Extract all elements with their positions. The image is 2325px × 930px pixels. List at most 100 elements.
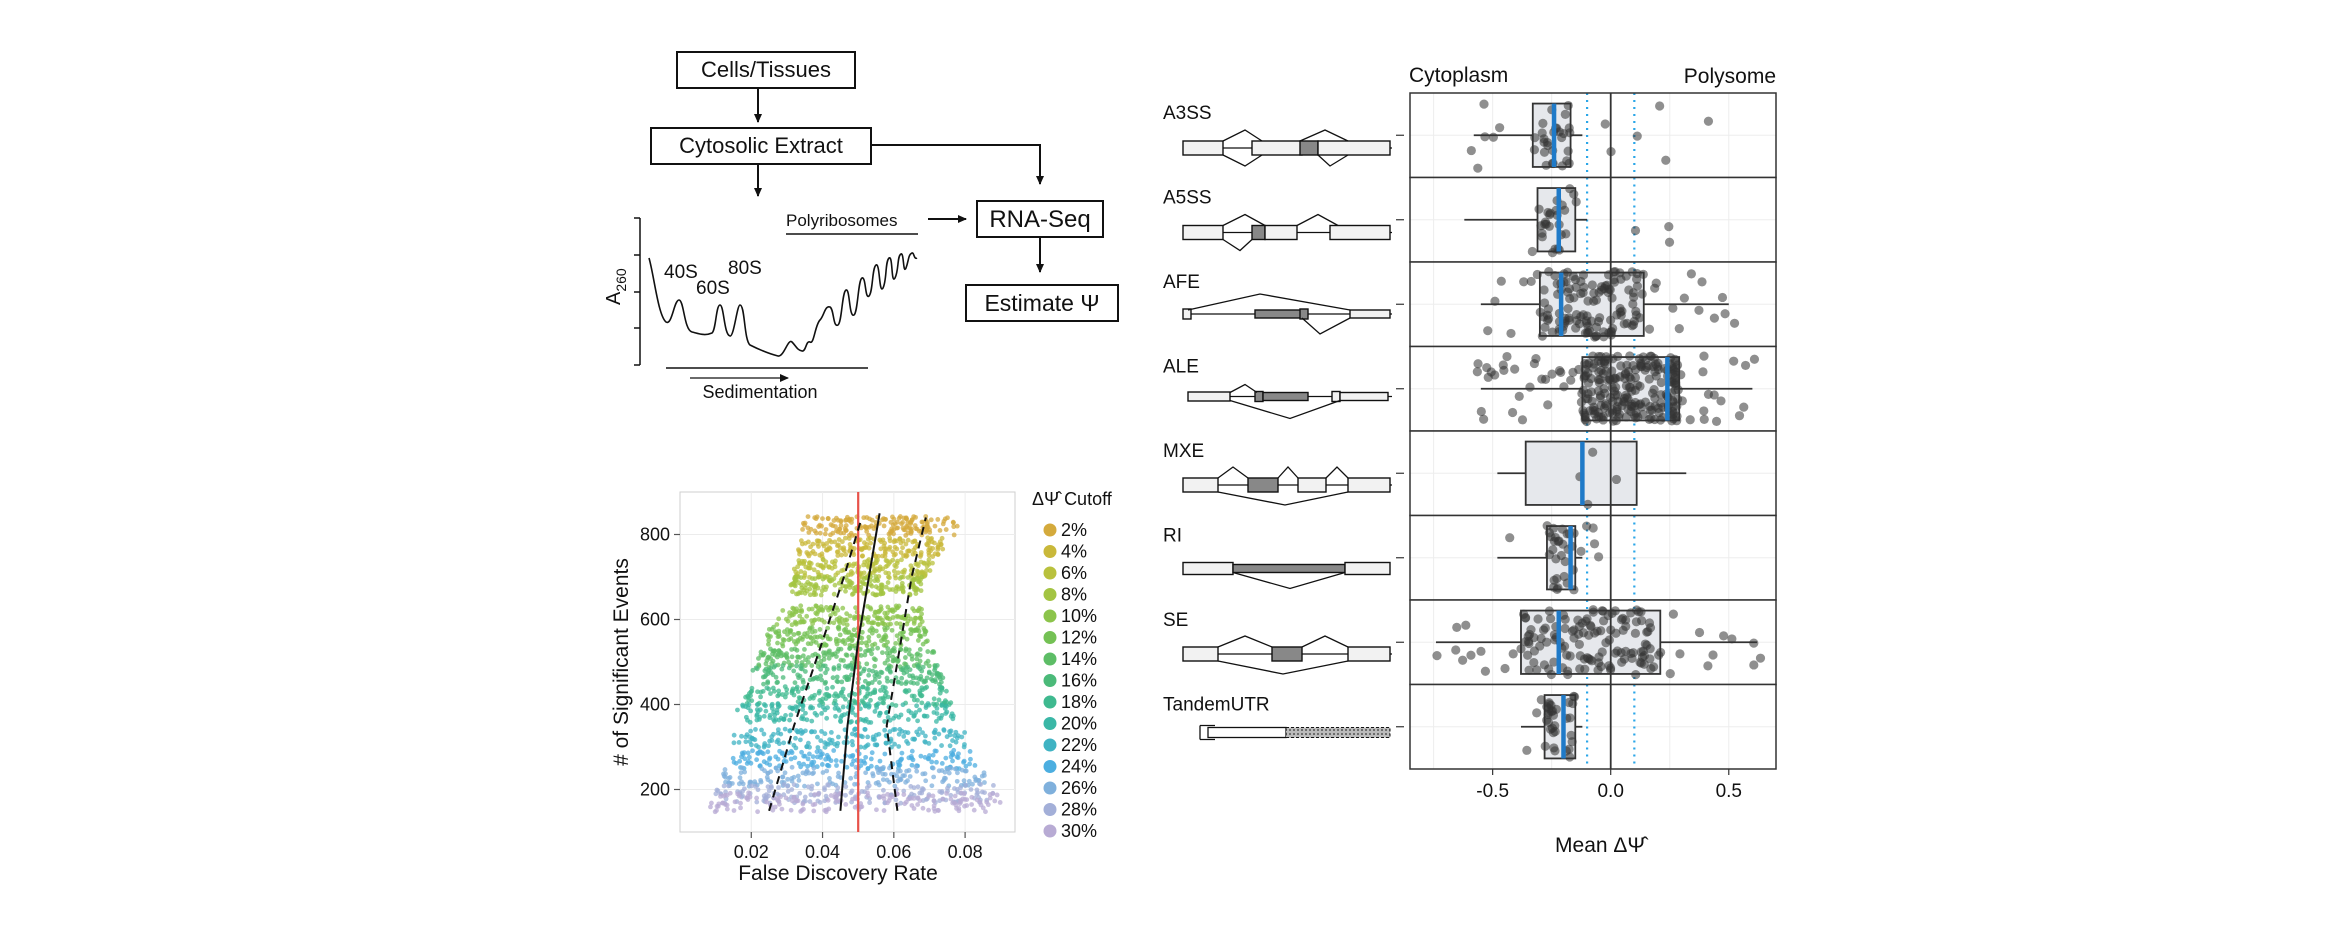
- fdr-point: [866, 638, 872, 644]
- fdr-point: [834, 674, 840, 680]
- event-point: [1618, 625, 1628, 635]
- event-point: [1749, 660, 1759, 670]
- fdr-point: [905, 730, 911, 736]
- fdr-point: [893, 589, 899, 594]
- event-point: [1642, 627, 1652, 637]
- fdr-point: [789, 688, 795, 694]
- fdr-point: [808, 704, 814, 710]
- fdr-point: [815, 781, 820, 787]
- fdr-point: [867, 800, 872, 806]
- event-point: [1628, 320, 1639, 330]
- fdr-point: [743, 714, 749, 720]
- fdr-point: [797, 655, 803, 660]
- event-point: [1488, 132, 1498, 142]
- fdr-point: [925, 756, 931, 762]
- fdr-point: [881, 700, 886, 706]
- fdr-point: [920, 771, 926, 777]
- fdr-point: [789, 647, 795, 652]
- event-point: [1542, 137, 1553, 148]
- event-point: [1483, 326, 1493, 336]
- event-point: [1703, 661, 1713, 671]
- event-point: [1734, 411, 1745, 421]
- fdr-point: [893, 640, 899, 646]
- fdr-point: [776, 631, 782, 637]
- event-point: [1571, 323, 1581, 333]
- fdr-point: [828, 793, 834, 798]
- fdr-point: [839, 552, 844, 558]
- fdr-point: [910, 673, 916, 679]
- fdr-point: [819, 551, 825, 557]
- fdr-point: [885, 615, 890, 621]
- fdr-point: [754, 666, 760, 672]
- event-point: [1644, 618, 1655, 628]
- event-point: [1672, 416, 1682, 426]
- fdr-point: [942, 698, 948, 704]
- fdr-point: [840, 693, 846, 699]
- fdr-point: [974, 787, 980, 793]
- fdr-point: [935, 552, 941, 557]
- fdr-ylabel: # of Significant Events: [610, 558, 633, 766]
- fdr-point: [747, 794, 753, 800]
- event-point: [1610, 606, 1620, 616]
- fdr-point: [880, 771, 886, 777]
- fdr-point: [838, 646, 844, 652]
- fdr-point: [918, 753, 924, 759]
- fdr-point: [776, 616, 782, 622]
- event-point: [1610, 266, 1620, 277]
- fdr-xtick-label: 0.04: [805, 842, 840, 862]
- polyribosomes-label: Polyribosomes: [786, 211, 898, 230]
- fdr-point: [831, 591, 837, 597]
- fdr-point: [901, 788, 907, 794]
- event-point: [1496, 276, 1506, 286]
- fdr-point: [881, 787, 886, 793]
- fdr-point: [819, 762, 825, 767]
- fdr-point: [922, 678, 927, 684]
- event-point: [1480, 666, 1491, 676]
- fdr-point: [954, 778, 960, 784]
- fdr-point: [915, 569, 921, 575]
- event-point: [1699, 406, 1709, 416]
- legend-swatch: [1043, 545, 1057, 558]
- box-row-a3ss: [1396, 92, 1777, 179]
- fdr-point: [753, 783, 758, 789]
- fdr-point: [940, 546, 946, 552]
- event-point: [1569, 293, 1579, 303]
- fdr-point: [840, 639, 846, 645]
- fdr-point: [834, 763, 839, 768]
- event-point: [1536, 633, 1546, 644]
- event-point: [1608, 354, 1618, 364]
- fdr-point: [834, 549, 840, 555]
- fdr-point: [849, 592, 855, 597]
- event-point: [1649, 385, 1659, 395]
- fdr-point: [798, 538, 804, 544]
- fdr-point: [899, 557, 904, 563]
- legend-label: 20%: [1061, 714, 1097, 734]
- fdr-point: [838, 657, 844, 663]
- fdr-point: [814, 603, 819, 609]
- fdr-point: [885, 657, 891, 663]
- event-point: [1527, 246, 1537, 257]
- fdr-point: [892, 741, 898, 747]
- fdr-point: [835, 607, 841, 613]
- fdr-point: [863, 770, 869, 776]
- fdr-point: [812, 628, 818, 634]
- event-point: [1582, 521, 1592, 531]
- fdr-point: [902, 655, 908, 660]
- fdr-point: [802, 520, 808, 526]
- fdr-point: [742, 756, 748, 762]
- event-point: [1540, 322, 1550, 332]
- fdr-point: [799, 749, 804, 755]
- fdr-point: [842, 674, 848, 680]
- fdr-point: [923, 514, 929, 519]
- event-point: [1502, 351, 1512, 362]
- fdr-point: [843, 588, 848, 594]
- fdr-point: [755, 750, 761, 756]
- event-point: [1550, 271, 1560, 281]
- fdr-point: [721, 793, 726, 799]
- event-point: [1630, 628, 1641, 638]
- fdr-point: [929, 783, 935, 789]
- event-point: [1629, 292, 1639, 302]
- fdr-point: [745, 750, 751, 756]
- fdr-point: [879, 766, 884, 772]
- fdr-point: [766, 638, 772, 643]
